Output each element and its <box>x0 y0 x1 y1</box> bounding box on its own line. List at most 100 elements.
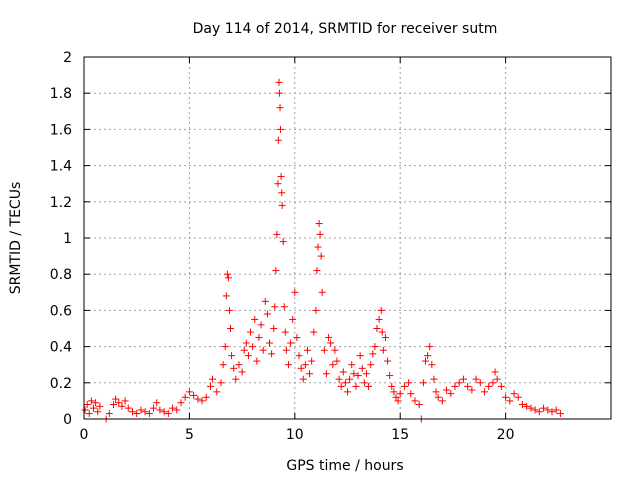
data-point <box>105 410 113 418</box>
y-tick-label: 1 <box>63 231 72 247</box>
data-point <box>225 306 233 314</box>
data-point <box>472 375 480 383</box>
data-point <box>468 386 476 394</box>
data-point <box>320 346 328 354</box>
data-point <box>251 315 259 323</box>
data-point <box>198 397 206 405</box>
axis-ticks <box>83 56 611 420</box>
data-point <box>493 375 501 383</box>
data-point <box>365 382 373 390</box>
data-point <box>464 382 472 390</box>
data-point <box>476 379 484 387</box>
data-point <box>297 364 305 372</box>
data-point <box>115 399 123 407</box>
data-point <box>329 361 337 369</box>
data-point <box>289 315 297 323</box>
data-point <box>489 379 497 387</box>
x-tick-labels: 0 5 10 15 20 <box>80 427 515 443</box>
data-point <box>373 325 381 332</box>
data-point <box>447 390 455 398</box>
data-point <box>169 404 177 412</box>
data-point <box>455 379 463 387</box>
data-point <box>352 382 360 390</box>
data-point <box>145 410 153 418</box>
data-point <box>348 361 356 369</box>
data-point <box>379 346 387 354</box>
data-point <box>381 334 389 342</box>
data-point <box>540 404 548 412</box>
data-point <box>552 406 560 414</box>
data-point <box>156 406 164 414</box>
data-point <box>360 379 368 387</box>
data-point <box>459 375 467 383</box>
data-point <box>223 270 231 278</box>
data-point <box>202 393 210 401</box>
data-points <box>81 78 564 423</box>
data-point <box>190 391 198 399</box>
data-point <box>282 346 290 354</box>
data-point <box>346 375 354 383</box>
grid-lines <box>84 57 611 419</box>
data-point <box>160 408 168 416</box>
data-point <box>112 395 120 403</box>
data-point <box>128 408 136 416</box>
x-tick-label: 5 <box>185 427 194 443</box>
y-tick-label: 0.4 <box>50 340 72 356</box>
data-point <box>405 379 413 387</box>
data-point <box>276 104 284 112</box>
data-point <box>274 136 282 144</box>
data-point <box>301 361 309 369</box>
data-point <box>232 375 240 383</box>
data-point <box>556 410 564 418</box>
data-point <box>177 399 185 407</box>
data-point <box>424 352 432 360</box>
y-tick-labels: 0 0.2 0.4 0.6 0.8 1 1.2 1.4 1.6 1.8 2 <box>50 50 72 428</box>
data-point <box>213 388 221 396</box>
y-tick-label: 1.8 <box>50 86 72 102</box>
data-point <box>141 408 149 416</box>
data-point <box>153 399 161 407</box>
data-point <box>242 339 250 347</box>
data-point <box>194 395 202 403</box>
data-point <box>268 350 276 358</box>
data-point <box>428 361 436 369</box>
data-point <box>426 343 434 351</box>
data-point <box>206 382 214 390</box>
data-point <box>527 404 535 412</box>
data-point <box>137 406 145 414</box>
data-point <box>388 382 396 390</box>
data-point <box>396 390 404 398</box>
data-point <box>221 343 229 351</box>
data-point <box>287 339 295 347</box>
x-tick-label: 0 <box>80 427 89 443</box>
x-axis-label: GPS time / hours <box>286 458 403 474</box>
y-tick-label: 2 <box>63 50 72 66</box>
data-point <box>333 357 341 365</box>
data-point <box>96 402 104 410</box>
data-point <box>224 274 232 282</box>
data-point <box>276 125 284 133</box>
data-point <box>238 368 246 376</box>
data-point <box>274 180 282 188</box>
data-point <box>432 388 440 396</box>
data-point <box>235 361 243 369</box>
data-point <box>497 382 505 390</box>
data-point <box>502 393 510 401</box>
data-point <box>438 397 446 405</box>
data-point <box>259 346 267 354</box>
data-point <box>331 346 339 354</box>
data-point <box>548 408 556 416</box>
data-point <box>335 375 343 383</box>
data-point <box>358 364 366 372</box>
data-point <box>415 401 423 409</box>
data-point <box>325 334 333 342</box>
data-point <box>535 408 543 416</box>
data-point <box>293 334 301 342</box>
data-point <box>544 406 552 414</box>
data-point <box>278 189 286 197</box>
data-point <box>318 288 326 296</box>
data-point <box>451 382 459 390</box>
data-point <box>419 379 427 387</box>
data-point <box>354 372 362 380</box>
